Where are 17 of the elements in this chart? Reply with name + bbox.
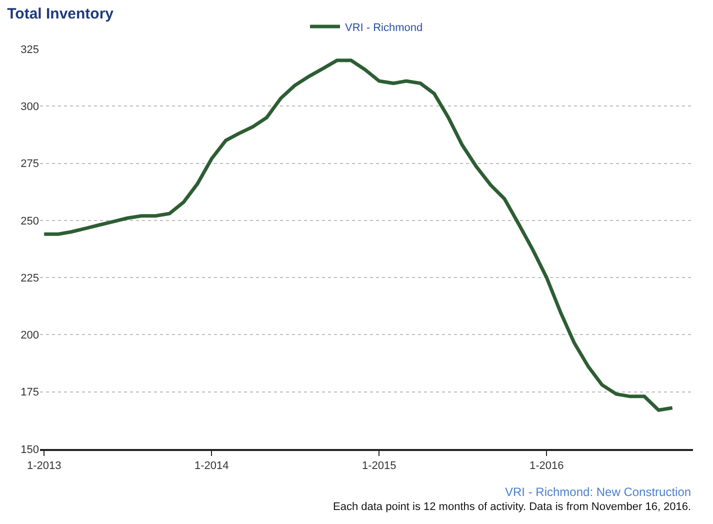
- text: VRI - Richmond: New Construction: [505, 485, 692, 499]
- line-series: [42, 58, 674, 412]
- x-tick-label: 1-2015: [362, 460, 396, 472]
- x-tick-label: 1-2013: [26, 460, 62, 472]
- legend-label: VRI - Richmond: [345, 22, 423, 34]
- y-tick-label: 250: [20, 215, 39, 228]
- y-tick-label: 150: [20, 444, 39, 456]
- y-tick-label: 225: [20, 272, 39, 284]
- y-tick-label: 175: [20, 386, 39, 399]
- text: Each data point is 12 months of activity. Data is from November 16, 2016.: [333, 501, 692, 513]
- y-tick-label: 200: [20, 330, 39, 342]
- x-tick-label: 1-2014: [194, 460, 229, 472]
- y-tick-label: 325: [20, 44, 39, 56]
- chart-title: Total Inventory: [7, 5, 114, 22]
- y-tick-label: 300: [20, 100, 39, 113]
- y-tick-label: 275: [20, 158, 39, 170]
- x-tick-label: 1-2016: [529, 460, 564, 472]
